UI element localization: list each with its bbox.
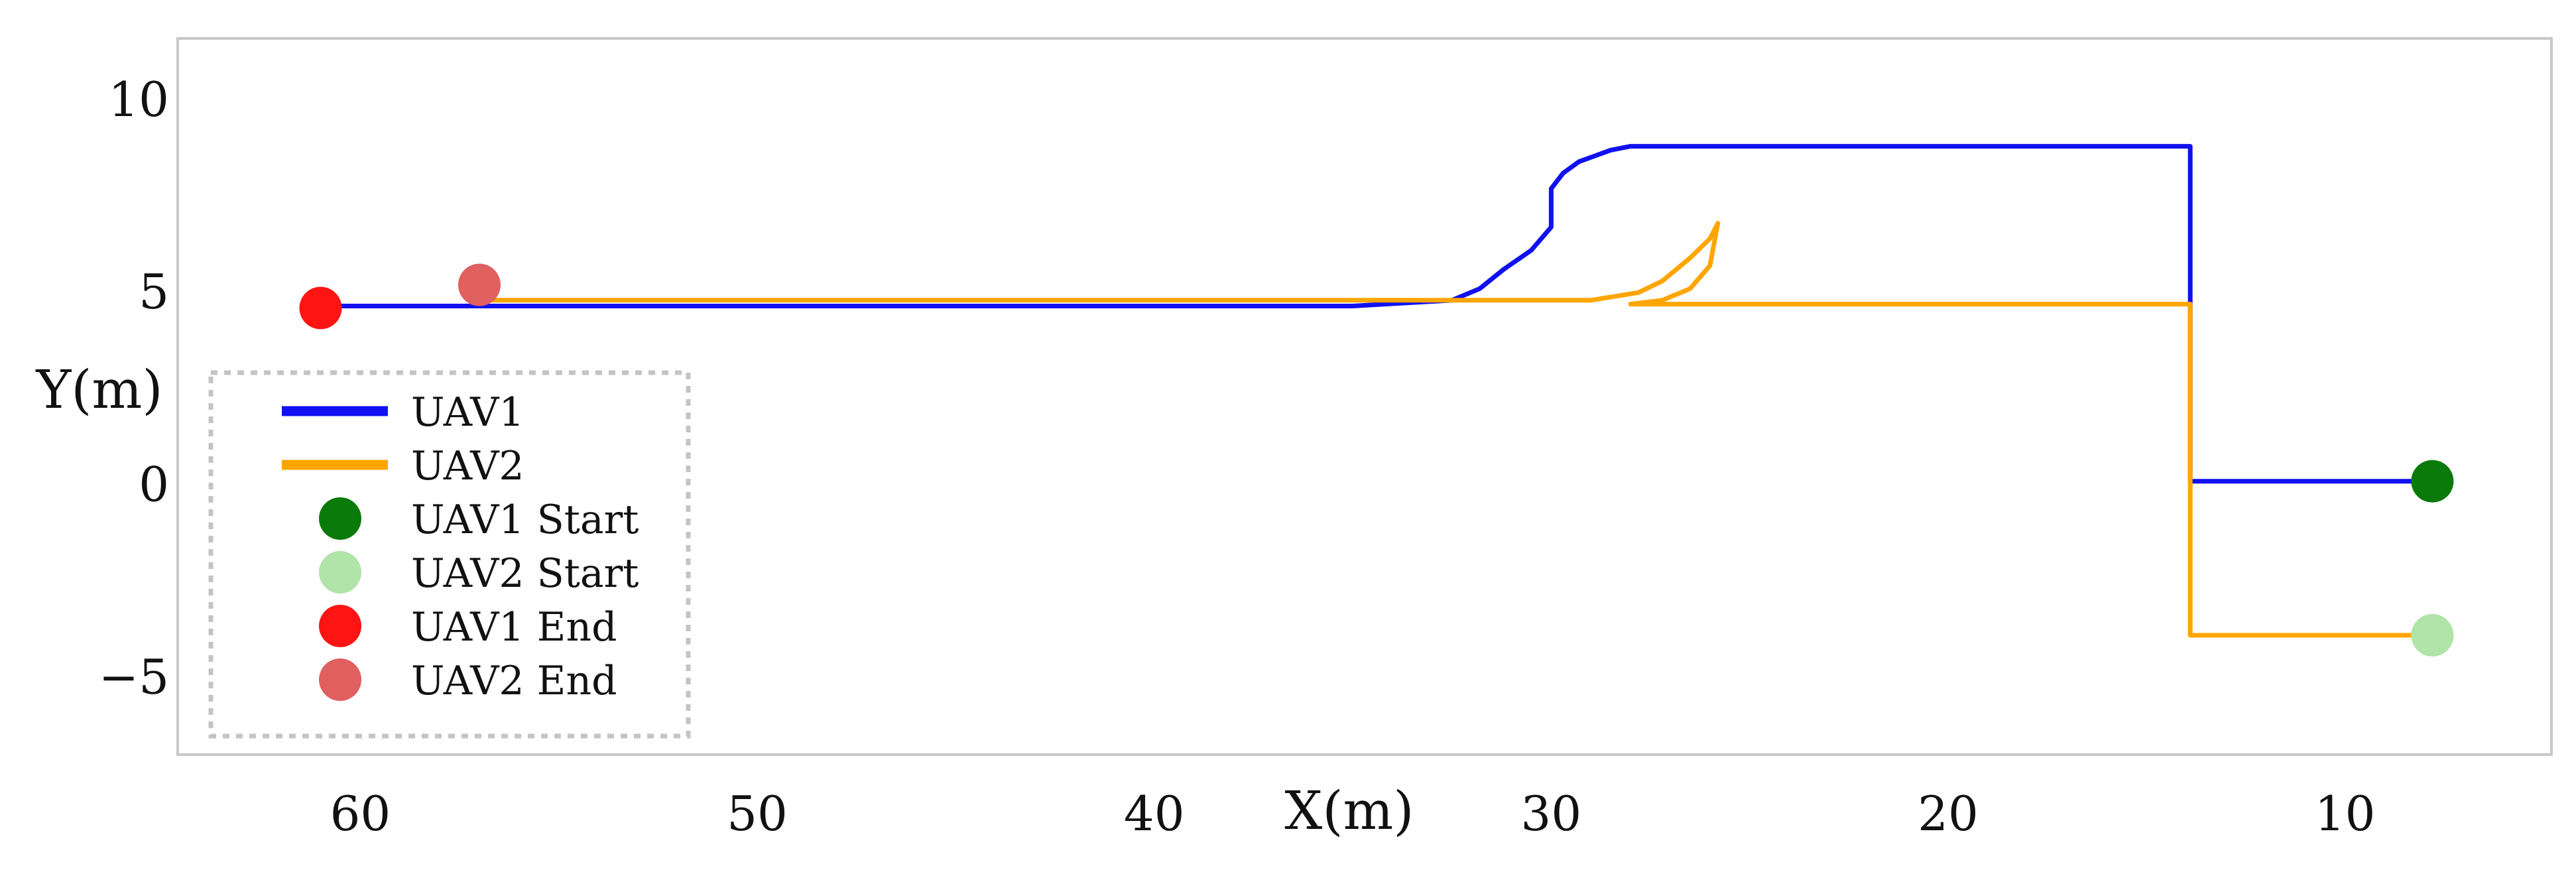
legend-swatch-uav2-start (319, 551, 361, 593)
y-tick-label: 0 (139, 457, 169, 513)
y-tick-label: 10 (108, 72, 169, 127)
x-tick-label: 20 (1918, 786, 1979, 841)
legend-label-uav1-start: UAV1 Start (411, 497, 639, 543)
y-tick-label: −5 (99, 649, 169, 705)
legend-swatch-uav1-end (319, 605, 361, 647)
x-tick-label: 60 (330, 786, 391, 841)
x-tick-labels: 60 50 40 30 20 10 (330, 786, 2376, 841)
legend-label-uav2-end: UAV2 End (411, 658, 617, 704)
x-axis-label: X(m) (1284, 780, 1414, 841)
legend-label-uav2: UAV2 (411, 443, 524, 489)
x-tick-label: 50 (727, 786, 788, 841)
marker-layer (299, 263, 2454, 656)
series-line-uav2 (477, 221, 2435, 638)
x-tick-label: 30 (1521, 786, 1582, 841)
series-line-uav1 (318, 144, 2435, 484)
x-tick-label: 40 (1124, 786, 1185, 841)
marker-uav1-start (2411, 460, 2454, 503)
y-tick-labels: 10 5 0 −5 (99, 72, 169, 705)
marker-uav2-end (458, 263, 501, 306)
legend-label-uav1-end: UAV1 End (411, 604, 617, 651)
legend-label-uav2-start: UAV2 Start (411, 550, 639, 597)
marker-uav1-end (299, 286, 342, 330)
y-tick-label: 5 (139, 264, 169, 320)
x-tick-label: 10 (2315, 786, 2376, 841)
marker-uav2-start (2411, 614, 2454, 656)
y-axis-label: Y(m) (35, 359, 162, 420)
series-layer (318, 144, 2435, 638)
legend-label-uav1: UAV1 (411, 389, 524, 436)
legend-frame (208, 370, 691, 739)
legend: UAV1 UAV2 UAV1 Start UAV2 Start UAV1 End UAV2… (208, 370, 691, 739)
legend-swatch-uav2-end (319, 658, 361, 701)
legend-swatch-uav1-start (319, 497, 361, 540)
